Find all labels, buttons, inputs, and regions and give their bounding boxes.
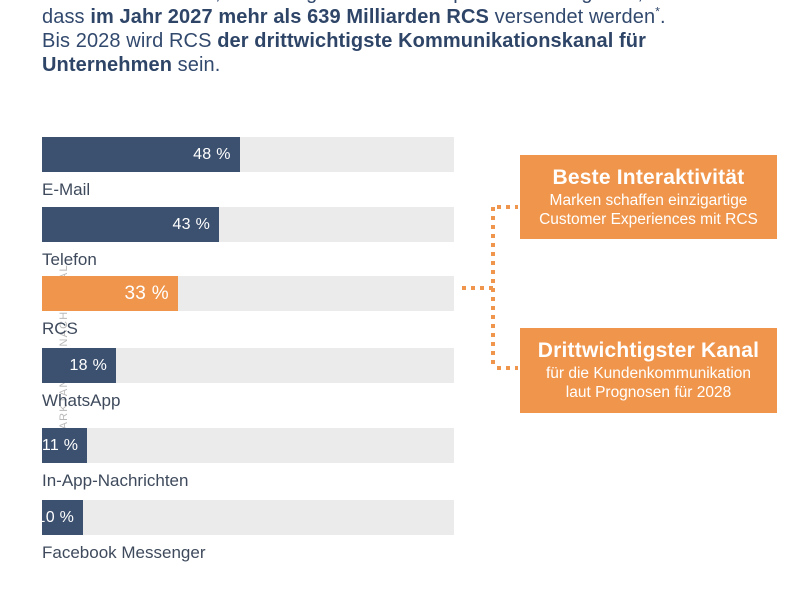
- bar-track: 11 %: [42, 428, 454, 463]
- bar-label: In-App-Nachrichten: [42, 471, 189, 490]
- bar-track: 33 %: [42, 276, 454, 311]
- callout-body-line: Marken schaffen einzigartige: [549, 192, 748, 209]
- intro-line-1: Es überrascht nicht, dass Prognosen von …: [42, 0, 732, 5]
- bar-value: 33 %: [124, 282, 169, 304]
- bar-label: WhatsApp: [42, 391, 121, 410]
- bar-fill: 11 %: [41, 428, 88, 463]
- bar-row-rcs: 33 % RCS: [42, 276, 454, 339]
- bar-label: Telefon: [42, 250, 97, 269]
- bar-track: 18 %: [42, 348, 454, 383]
- bar-row-facebook: 10 % Facebook Messenger: [37, 500, 454, 563]
- bar-value: 43 %: [172, 215, 211, 233]
- bar-fill-highlighted: 33 %: [42, 276, 178, 311]
- callout-body-line: für die Kundenkommunikation: [545, 365, 752, 382]
- bar-label: Facebook Messenger: [42, 543, 206, 562]
- callout-drittwichtigster-kanal: Drittwichtigster Kanal für die Kundenkom…: [520, 328, 777, 413]
- callout-body-line: laut Prognosen für 2028: [565, 384, 732, 401]
- bar-fill: 10 %: [37, 500, 84, 535]
- bar-fill: 18 %: [42, 348, 117, 383]
- bar-label: RCS: [42, 319, 78, 338]
- bar-row-telefon: 43 % Telefon: [42, 207, 454, 270]
- intro-line-3: Bis 2028 wird RCS der drittwichtigste Ko…: [42, 30, 647, 52]
- bar-value: 18 %: [69, 356, 108, 374]
- bar-row-whatsapp: 18 % WhatsApp: [42, 348, 454, 411]
- bar-row-email: 48 % E-Mail: [42, 137, 454, 200]
- intro-line-4: Unternehmen sein.: [42, 54, 221, 76]
- callout-body-line: Customer Experiences mit RCS: [539, 211, 758, 228]
- bar-track: 10 %: [37, 500, 454, 535]
- callout-beste-interaktivitaet: Beste Interaktivität Marken schaffen ein…: [520, 155, 777, 239]
- bar-label: E-Mail: [42, 180, 91, 199]
- bar-chart: % MARKTANTEIL NACH KANAL 48 % E-Mail 43 …: [37, 0, 454, 600]
- callout-title: Beste Interaktivität: [552, 166, 745, 189]
- bar-fill: 43 %: [42, 207, 220, 242]
- bar-track: 43 %: [42, 207, 454, 242]
- bar-value: 10 %: [36, 508, 75, 526]
- bar-row-inapp: 11 % In-App-Nachrichten: [42, 428, 454, 491]
- bar-track: 48 %: [42, 137, 454, 172]
- footnote-asterisk: *: [655, 4, 660, 19]
- bar-value: 48 %: [193, 145, 231, 163]
- callout-title: Drittwichtigster Kanal: [537, 339, 760, 362]
- bar-value: 11 %: [41, 436, 79, 454]
- intro-paragraph: Es überrascht nicht, dass Prognosen von …: [42, 0, 732, 77]
- intro-line-2: dass im Jahr 2027 mehr als 639 Milliarde…: [42, 4, 666, 28]
- bar-fill: 48 %: [42, 137, 240, 172]
